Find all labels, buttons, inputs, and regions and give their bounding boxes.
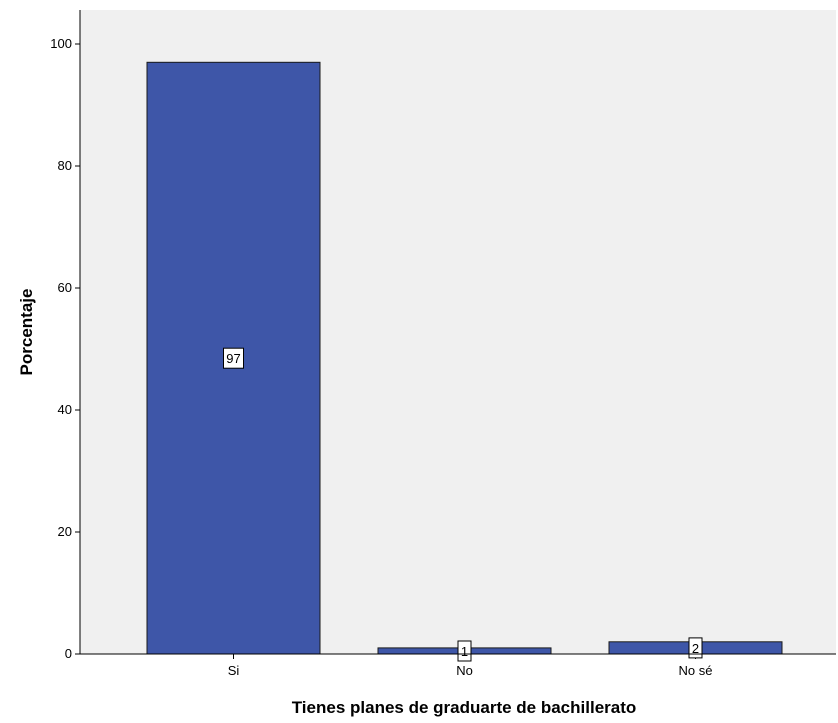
data-label-text-2: 2 [692,641,699,656]
data-label-text-0: 97 [226,351,240,366]
data-label-box-1 [457,640,472,662]
data-label-0: 97 [223,347,244,369]
x-axis-title: Tienes planes de graduarte de bachillera… [292,698,637,717]
y-tick-label-0: 0 [65,646,72,661]
x-tick-label-1: No [456,663,473,678]
y-tick-label-5: 100 [50,36,72,51]
y-tick-label-4: 80 [58,158,72,173]
data-label-box-2 [688,637,703,659]
x-tick-label-0: Si [228,663,240,678]
data-label-text-1: 1 [461,644,468,659]
data-label-box-0 [223,347,244,369]
y-tick-label-1: 20 [58,524,72,539]
y-axis-title: Porcentaje [17,289,36,376]
x-tick-label-2: No sé [679,663,713,678]
data-label-2: 2 [688,637,703,659]
data-labels-layer: 97 1 2 [223,347,703,662]
y-tick-label-3: 60 [58,280,72,295]
y-tick-label-2: 40 [58,402,72,417]
ticks-layer: Si No No sé 0 20 40 60 80 100 [50,36,712,678]
data-label-1: 1 [457,640,472,662]
